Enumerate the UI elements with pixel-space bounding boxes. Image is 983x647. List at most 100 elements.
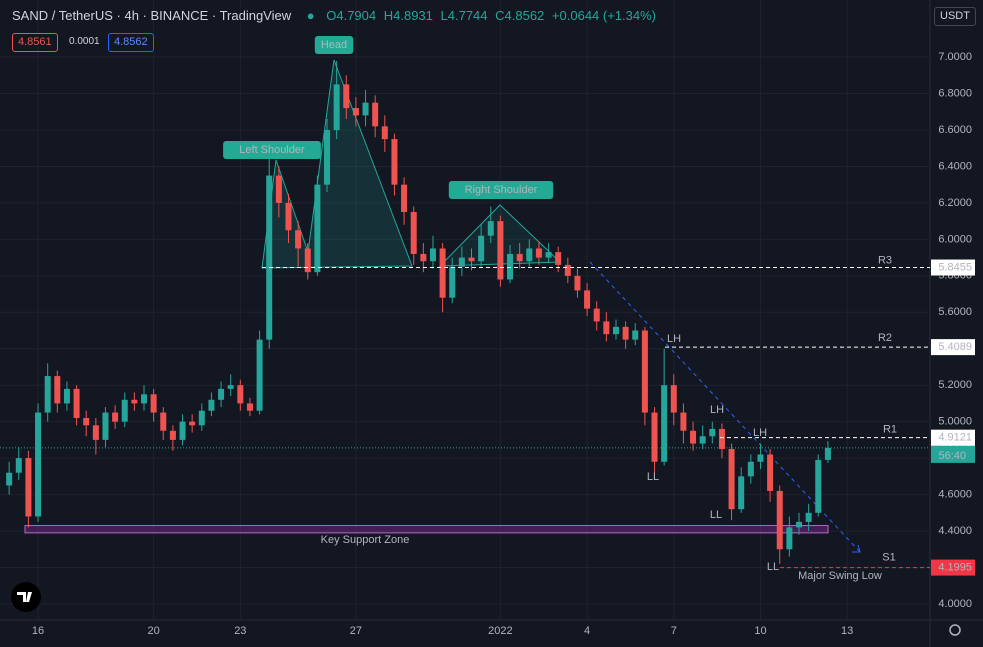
candle-body xyxy=(526,248,533,262)
candle-body xyxy=(256,339,263,411)
pattern-label-box xyxy=(314,36,354,54)
pattern-label-box xyxy=(448,181,554,199)
candle-body xyxy=(439,248,446,298)
candle-body xyxy=(324,129,331,185)
candle-body xyxy=(786,527,793,550)
candle-body xyxy=(150,394,157,413)
level-price-label: 5.8455 xyxy=(938,261,972,273)
candle-body xyxy=(584,290,591,309)
x-tick-label: 27 xyxy=(350,625,362,637)
candle-body xyxy=(651,412,658,462)
x-tick-label: 4 xyxy=(584,625,590,637)
candle-body xyxy=(410,212,417,254)
candle-body xyxy=(54,376,61,404)
level-name: R3 xyxy=(878,254,892,266)
candle-body xyxy=(497,221,504,280)
tv-logo xyxy=(11,582,41,612)
pattern-label: Left Shoulder xyxy=(239,144,305,156)
candle-body xyxy=(208,399,215,411)
gear[interactable] xyxy=(949,624,961,636)
level-price-box xyxy=(931,559,975,576)
settings-icon[interactable] xyxy=(949,624,961,636)
ohlc-close: C4.8562 xyxy=(495,8,545,23)
pattern-label: Right Shoulder xyxy=(465,184,538,196)
candle-body xyxy=(487,221,494,236)
ohlc-open: O4.7904 xyxy=(326,8,377,23)
candle-body xyxy=(680,412,687,431)
candle-body xyxy=(815,459,822,513)
x-tick-label: 23 xyxy=(234,625,246,637)
candle-body xyxy=(83,418,90,426)
swing-label: LH xyxy=(753,427,767,439)
candle-body xyxy=(25,458,32,517)
candle-body xyxy=(391,139,398,185)
candle-body xyxy=(757,454,764,462)
status-dot: ● xyxy=(306,8,315,23)
header: SAND / TetherUS · 4h · BINANCE · Trading… xyxy=(12,8,660,23)
level-price-box xyxy=(931,339,975,356)
candle-body xyxy=(35,412,42,517)
candle-body xyxy=(574,275,581,291)
candle-body xyxy=(468,257,475,262)
level-name: R1 xyxy=(883,424,897,436)
x-tick-label: 7 xyxy=(671,625,677,637)
trend-line xyxy=(589,261,861,553)
candle-body xyxy=(44,376,51,413)
pattern-label: Head xyxy=(321,39,347,51)
swing-label: LL xyxy=(767,561,779,573)
candle-body xyxy=(343,84,350,109)
candle-body xyxy=(169,430,176,440)
candle-body xyxy=(401,184,408,213)
candle-body xyxy=(747,461,754,477)
candle-body xyxy=(738,476,745,510)
candle-body xyxy=(516,253,523,262)
candle-body xyxy=(507,253,514,280)
candle-body xyxy=(564,264,571,276)
candle-body xyxy=(179,421,186,440)
sell-button[interactable]: 4.8561 xyxy=(12,33,58,52)
level-name: R2 xyxy=(878,332,892,344)
x-tick-label: 13 xyxy=(841,625,853,637)
candle-body xyxy=(767,454,774,491)
candle-body xyxy=(352,108,359,116)
candle-body xyxy=(131,399,138,404)
candle-body xyxy=(362,102,369,116)
candle-body xyxy=(92,425,99,440)
y-tick-label: 6.4000 xyxy=(938,160,972,172)
countdown-label: 56:40 xyxy=(938,450,966,462)
candle-body xyxy=(690,430,697,444)
level-price-box xyxy=(931,259,975,276)
candle-body xyxy=(805,512,812,522)
y-tick-label: 5.0000 xyxy=(938,416,972,428)
level-price-label: 5.4089 xyxy=(938,341,972,353)
x-tick-label: 20 xyxy=(148,625,160,637)
candle-body xyxy=(275,175,282,203)
candle-body xyxy=(661,385,668,462)
y-tick-label: 4.6000 xyxy=(938,488,972,500)
candle-body xyxy=(266,175,273,340)
support-zone xyxy=(24,525,829,534)
y-tick-label: 4.0000 xyxy=(938,598,972,610)
x-tick-label: 2022 xyxy=(488,625,512,637)
y-tick-label: 6.2000 xyxy=(938,197,972,209)
candle-body xyxy=(6,472,13,486)
currency-button[interactable]: USDT xyxy=(934,7,976,26)
candle-body xyxy=(535,248,542,258)
candle-body xyxy=(555,252,562,265)
candle-body xyxy=(420,253,427,262)
candle-body xyxy=(593,308,600,322)
candle-body xyxy=(227,385,234,389)
swing-label: LH xyxy=(667,333,681,345)
symbol-title: SAND / TetherUS · 4h · BINANCE · Trading… xyxy=(12,8,292,23)
x-tick-label: 16 xyxy=(32,625,44,637)
candle-body xyxy=(824,447,831,460)
candle-body xyxy=(449,266,456,298)
candle-body xyxy=(776,490,783,550)
spread: 0.0001 xyxy=(69,36,100,47)
buy-button[interactable]: 4.8562 xyxy=(108,33,154,52)
candle-body xyxy=(632,330,639,340)
y-tick-label: 5.6000 xyxy=(938,306,972,318)
swing-label: LL xyxy=(647,471,659,483)
y-tick-label: 5.2000 xyxy=(938,379,972,391)
